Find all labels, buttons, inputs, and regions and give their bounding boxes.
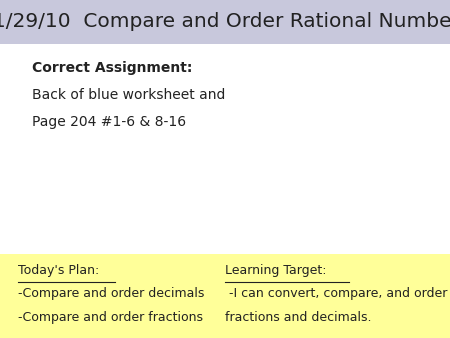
Text: -I can convert, compare, and order: -I can convert, compare, and order xyxy=(225,287,447,300)
Text: Page 204 #1-6 & 8-16: Page 204 #1-6 & 8-16 xyxy=(32,115,185,129)
FancyBboxPatch shape xyxy=(0,254,450,338)
Text: Today's Plan:: Today's Plan: xyxy=(18,264,99,276)
Text: fractions and decimals.: fractions and decimals. xyxy=(225,311,372,324)
Text: -Compare and order decimals: -Compare and order decimals xyxy=(18,287,204,300)
Text: 11/29/10  Compare and Order Rational Numbers: 11/29/10 Compare and Order Rational Numb… xyxy=(0,13,450,31)
Text: -Compare and order fractions: -Compare and order fractions xyxy=(18,311,203,324)
Text: Learning Target:: Learning Target: xyxy=(225,264,327,276)
Text: Correct Assignment:: Correct Assignment: xyxy=(32,61,192,75)
FancyBboxPatch shape xyxy=(0,0,450,44)
Text: Back of blue worksheet and: Back of blue worksheet and xyxy=(32,88,225,102)
